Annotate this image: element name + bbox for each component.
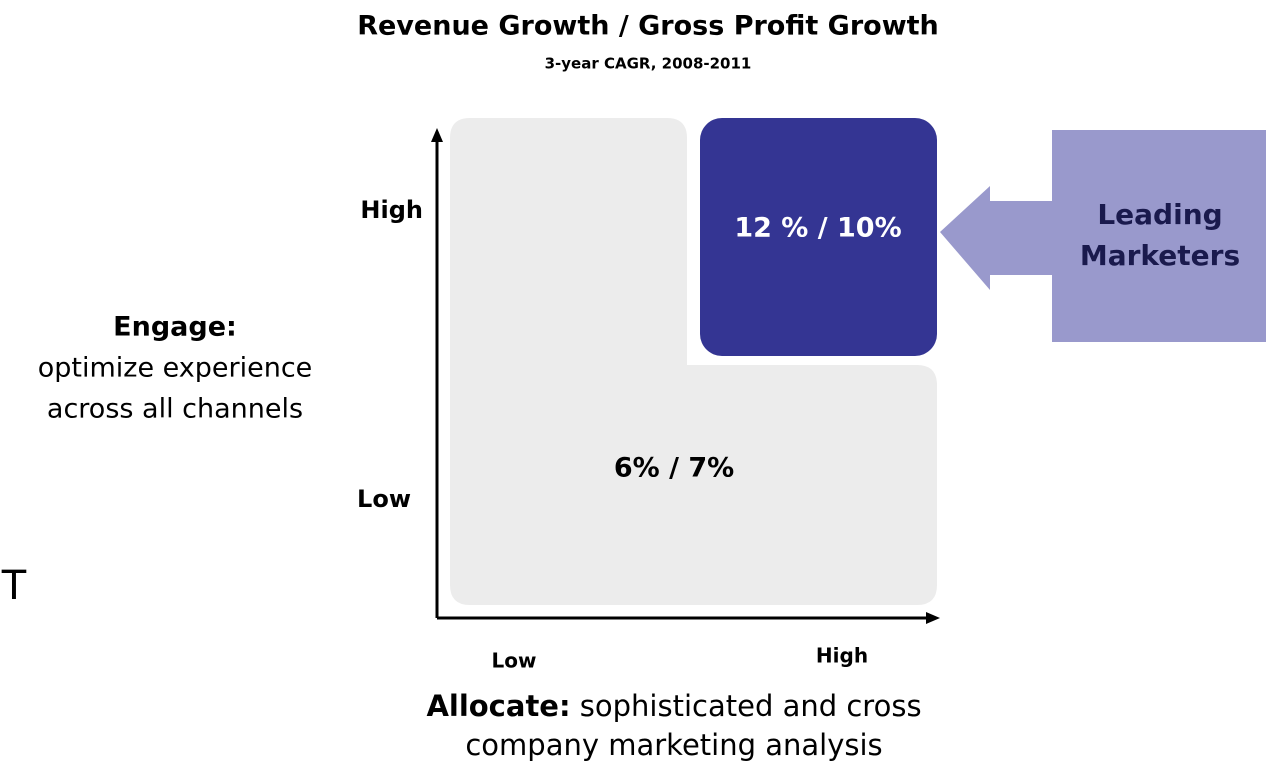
x-label: Allocate: sophisticated and cross (426, 689, 921, 723)
y-label: optimize experience (38, 353, 313, 384)
leading-value: 12 % / 10% (734, 213, 901, 244)
y-label-bold: Engage: (113, 312, 237, 343)
other-region (450, 118, 937, 605)
callout-text: Leading (1097, 198, 1222, 231)
callout-arrow (940, 186, 1052, 290)
title: Revenue Growth / Gross Profit Growth (357, 11, 939, 42)
x-label-space (571, 689, 580, 723)
x-low: Low (492, 649, 537, 673)
y-low: Low (357, 485, 411, 513)
x-high: High (816, 644, 868, 668)
y-label: across all channels (47, 394, 303, 425)
x-label: company marketing analysis (465, 728, 882, 762)
callout-box (1052, 130, 1266, 342)
subtitle: 3-year CAGR, 2008-2011 (545, 55, 752, 73)
x-label-line: sophisticated and cross (580, 689, 922, 723)
others-value: 6% / 7% (614, 453, 734, 484)
y-arrowhead (431, 128, 443, 142)
x-label-bold: Allocate: (426, 689, 570, 723)
callout-text: Marketers (1080, 239, 1240, 272)
y-high: High (360, 196, 423, 224)
leading-box (700, 118, 937, 356)
stray-letter: T (1, 563, 27, 609)
x-arrowhead (926, 612, 940, 624)
